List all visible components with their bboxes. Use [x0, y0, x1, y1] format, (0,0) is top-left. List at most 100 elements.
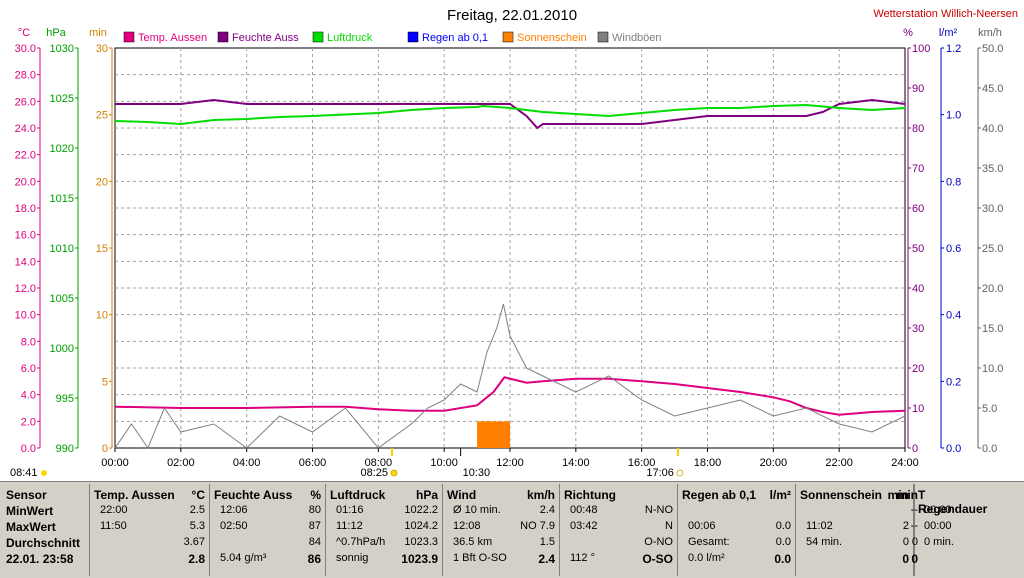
chart-title: Freitag, 22.01.2010: [447, 7, 577, 24]
cell-value: --: [910, 520, 918, 532]
sunrise-icon: [390, 469, 398, 477]
column-unit: min: [887, 488, 909, 502]
temp-tick-label: 10.0: [15, 310, 36, 322]
legend-swatch: [502, 31, 514, 43]
column-unit: °C: [191, 488, 205, 502]
cell-time: 22:00: [100, 504, 128, 516]
series-line-temp: [114, 376, 906, 416]
rain-unit-label: l/m²: [939, 27, 958, 39]
table-column: Richtung 00:48 N-NO 03:42 N O-NO 112 ° O-SO: [560, 484, 678, 576]
wind-tick-label: 45.0: [982, 83, 1003, 95]
cell-time: 00:48: [570, 504, 598, 516]
station-name: Wetterstation Willich-Neersen: [873, 8, 1018, 20]
cell-value: 2.4: [538, 552, 555, 566]
table-column: Sonnenschein min 11:02 2 54 min. 0 0: [796, 484, 914, 576]
cell-value: 0.0: [775, 536, 791, 548]
table-row: Ø 10 min. 2.4: [447, 504, 555, 518]
summary-table: Sensor MinWert MaxWert Durchschnitt 22.01. 2…: [0, 481, 1024, 578]
temp-tick-label: 16.0: [15, 230, 36, 242]
cell-time: sonnig: [336, 552, 369, 564]
legend-label: Sonnenschein: [517, 32, 587, 44]
cell-value: 2.5: [189, 504, 205, 516]
legend: Temp. Aussen Feuchte Auss Luftdruck Regen a…: [123, 31, 662, 44]
cell-time: 02:50: [220, 520, 248, 532]
legend-label: Regen ab 0,1: [422, 32, 488, 44]
temp-tick-label: 14.0: [15, 256, 36, 268]
humidity-tick-label: 10: [912, 403, 924, 415]
column-unit: min: [896, 488, 918, 502]
temp-tick-label: 2.0: [21, 416, 36, 428]
humidity-tick-label: 30: [912, 323, 924, 335]
legend-label: Windböen: [612, 32, 662, 44]
series-line-humidity: [115, 98, 906, 130]
row-labels-column: Sensor MinWert MaxWert Durchschnitt 22.01. 2…: [2, 484, 90, 576]
cell-value: O-SO: [642, 552, 673, 566]
humidity-tick-label: 0: [912, 443, 918, 455]
sun-tick-label: 5: [102, 376, 108, 388]
cell-value: 2.8: [188, 552, 205, 566]
sun-unit-label: min: [89, 27, 107, 39]
rain-tick-label: 1.2: [946, 43, 961, 55]
cell-time: 03:42: [570, 520, 598, 532]
cell-value: 0: [911, 536, 918, 548]
table-row: 00:06 0.0: [682, 520, 791, 534]
temp-tick-label: 20.0: [15, 176, 36, 188]
column-header: Wind km/h: [447, 488, 555, 502]
x-axis: 00:00 02:00 04:00 06:00 08:00 10:00 12:00 14:00…: [101, 448, 919, 469]
column-unit: l/m²: [769, 488, 791, 502]
cell-value: 1.5: [539, 536, 555, 548]
cell-time: 11:12: [336, 520, 363, 532]
cell-time: 00:06: [688, 520, 716, 532]
humidity-tick-label: 20: [912, 363, 924, 375]
cell-time: 0.0 l/m²: [688, 552, 725, 564]
peak-label: 10:30: [463, 467, 491, 479]
cell-value: NO 7.9: [520, 520, 555, 532]
humidity-tick-label: 50: [912, 243, 924, 255]
column-header: Temp. Aussen °C: [94, 488, 205, 502]
table-row: 12:08 NO 7.9: [447, 520, 555, 534]
x-tick-label: 22:00: [825, 457, 853, 469]
column-header: Richtung: [564, 488, 673, 502]
sun-tick-label: 0: [102, 443, 108, 455]
sun-tick-label: 30: [96, 43, 108, 55]
column-unit: %: [310, 488, 321, 502]
humidity-tick-label: 70: [912, 163, 924, 175]
wind-tick-label: 10.0: [982, 363, 1003, 375]
row-label: MinWert: [6, 504, 85, 518]
x-tick-label: 08:00: [365, 457, 393, 469]
cell-value: 0: [902, 536, 909, 548]
legend-swatch: [312, 31, 324, 43]
x-tick-label: 02:00: [167, 457, 195, 469]
legend-label: Temp. Aussen: [138, 32, 207, 44]
table-row: 00:48 N-NO: [564, 504, 673, 518]
table-row: 0: [800, 552, 909, 566]
table-row: 3.67: [94, 536, 205, 550]
pressure-tick-label: 1000: [50, 343, 74, 355]
cell-value: 2: [902, 520, 909, 532]
pressure-tick-label: 1005: [50, 293, 74, 305]
cell-value: 1023.9: [401, 552, 438, 566]
wind-tick-label: 35.0: [982, 163, 1003, 175]
cell-value: 1023.3: [404, 536, 438, 548]
pressure-tick-label: 995: [56, 393, 74, 405]
temp-tick-label: 30.0: [15, 43, 36, 55]
column-header: Regen ab 0,1 l/m²: [682, 488, 791, 502]
table-row: ^0.7hPa/h 1023.3: [330, 536, 438, 550]
humidity-tick-label: 90: [912, 83, 924, 95]
cell-value: 84: [308, 536, 321, 548]
legend-swatch: [123, 31, 135, 43]
cell-time: 12:06: [220, 504, 248, 516]
rain-tick-label: 1.0: [946, 110, 961, 122]
cell-value: 3.67: [183, 536, 205, 548]
table-row: [800, 504, 909, 518]
column-title: Luftdruck: [330, 488, 386, 502]
row-label-text: Durchschnitt: [6, 536, 81, 550]
table-row: 5.04 g/m³ 86: [214, 552, 321, 566]
table-row: 03:42 N: [564, 520, 673, 534]
temp-tick-label: 28.0: [15, 70, 36, 82]
wind-tick-label: 50.0: [982, 43, 1003, 55]
column-title: Wind: [447, 488, 477, 502]
x-tick-label: 14:00: [562, 457, 590, 469]
cell-time: 0 min.: [924, 536, 954, 548]
table-column: Temp. Aussen °C 22:00 2.5 11:50 5.3 3.67 2.8: [90, 484, 210, 576]
